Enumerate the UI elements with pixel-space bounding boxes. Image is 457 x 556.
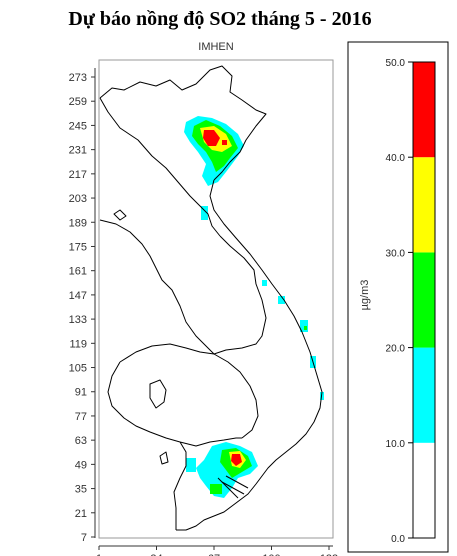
vietnam-central-coast: [176, 179, 323, 531]
y-tick-label: 49: [75, 459, 87, 471]
concentration-patches: [184, 116, 324, 498]
colorbar-ticks: 50.0 40.0 30.0 20.0 10.0 0.0: [386, 58, 413, 545]
mekong-arm-1: [217, 477, 239, 499]
island-north: [113, 209, 127, 221]
gulf-coast: [173, 441, 187, 530]
x-tick-label: 133: [320, 553, 338, 556]
tonle-sap: [149, 379, 167, 409]
x-tick-label: 34: [150, 553, 162, 556]
patch-north-red-2: [222, 140, 227, 145]
colorbar-band: [413, 157, 435, 253]
x-tick-label: 67: [208, 553, 220, 556]
patch-south-red: [231, 454, 242, 466]
north-inland-border: [99, 97, 221, 237]
laos-thailand-border: [99, 219, 215, 355]
colorbar: 50.0 40.0 30.0 20.0 10.0 0.0 µg/m3: [347, 41, 449, 553]
y-tick-label: 217: [69, 169, 87, 181]
patch-coast-3: [278, 296, 285, 304]
colorbar-band: [413, 62, 435, 158]
colorbar-tick-label: 20.0: [386, 344, 406, 355]
laos-vietnam-border: [213, 235, 267, 355]
x-tick-label: 1: [96, 553, 102, 556]
map-subtitle: IMHEN: [198, 41, 234, 53]
colorbar-tick-label: 50.0: [386, 58, 406, 69]
x-axis: 1 34 67 100 133: [96, 545, 338, 556]
patch-north-green-2: [214, 156, 222, 162]
y-tick-label: 7: [81, 532, 87, 544]
colorbar-frame: [412, 61, 436, 539]
patch-north-red: [203, 130, 220, 146]
y-tick-label: 259: [69, 96, 87, 108]
colorbar-band: [413, 442, 435, 538]
patch-south-3: [210, 484, 222, 494]
colorbar-band: [413, 252, 435, 348]
y-tick-label: 161: [69, 266, 87, 278]
cambodia-vietnam-border: [179, 437, 242, 447]
x-tick-label: 100: [262, 553, 280, 556]
patch-south-2: [186, 458, 196, 472]
colorbar-tick-label: 30.0: [386, 248, 406, 259]
patch-coast-2: [262, 280, 267, 286]
y-tick-label: 21: [75, 508, 87, 520]
y-tick-label: 189: [69, 217, 87, 229]
y-tick-label: 133: [69, 314, 87, 326]
y-tick-label: 245: [69, 120, 87, 132]
cambodia-west-border: [107, 361, 181, 443]
mekong-arm-3: [225, 475, 249, 489]
y-tick-label: 119: [69, 338, 87, 350]
y-tick-label: 147: [69, 290, 87, 302]
colorbar-unit-label: µg/m3: [359, 280, 371, 311]
colorbar-bands: [413, 62, 435, 538]
mekong-arm-2: [221, 481, 245, 495]
y-tick-label: 91: [75, 387, 87, 399]
vietnam-north-border: [99, 65, 267, 181]
colorbar-tick-label: 40.0: [386, 153, 406, 164]
y-tick-label: 175: [69, 241, 87, 253]
map-title: Dự báo nồng độ SO2 tháng 5 - 2016: [68, 8, 372, 30]
y-tick-label: 273: [69, 72, 87, 84]
colorbar-tick-label: 10.0: [386, 439, 406, 450]
y-tick-label: 63: [75, 435, 87, 447]
y-axis: 2732592452312172031891751611471331191059…: [69, 68, 96, 544]
colorbar-band: [413, 347, 435, 443]
y-tick-label: 203: [69, 193, 87, 205]
y-tick-label: 105: [69, 363, 87, 375]
y-tick-label: 77: [75, 411, 87, 423]
patch-coast-1: [201, 206, 208, 220]
cambodia-north-border: [119, 343, 259, 439]
boundaries: [99, 65, 323, 531]
y-tick-label: 35: [75, 484, 87, 496]
y-tick-label: 231: [69, 145, 87, 157]
island-gulf: [159, 451, 169, 465]
colorbar-tick-label: 0.0: [391, 534, 405, 545]
patch-coast-5: [304, 326, 307, 330]
